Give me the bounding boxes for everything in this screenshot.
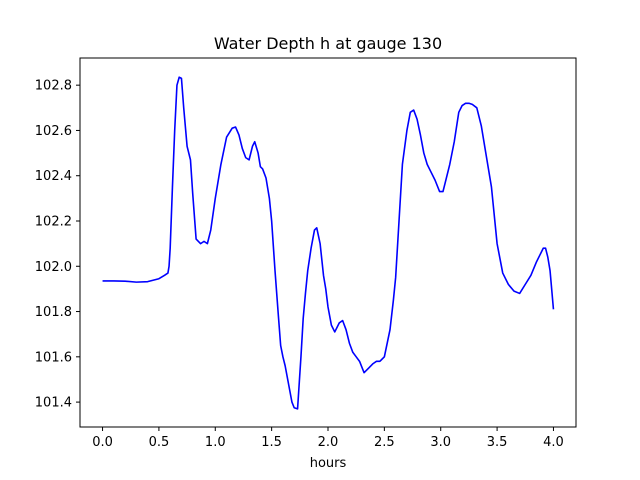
x-tick-label: 4.0 [543, 435, 564, 450]
series-line-0 [102, 76, 555, 410]
x-tick-label: 1.5 [261, 435, 282, 450]
x-tick-label: 3.5 [487, 435, 508, 450]
y-tick-label: 101.4 [35, 396, 72, 411]
y-tick-label: 101.6 [35, 350, 72, 365]
x-tick-label: 1.0 [205, 435, 226, 450]
plot-frame [79, 57, 577, 428]
y-tick-label: 102.2 [35, 214, 72, 229]
chart-title: Water Depth h at gauge 130 [214, 34, 442, 53]
x-tick-label: 0.5 [149, 435, 170, 450]
x-tick-label: 3.0 [430, 435, 451, 450]
x-tick-label: 2.5 [374, 435, 395, 450]
x-axis-label: hours [310, 456, 347, 471]
y-tick-label: 102.6 [35, 124, 72, 139]
x-axis-ticks: 0.0 0.5 1.0 1.5 2.0 2.5 3.0 3.5 4.0 [92, 427, 564, 450]
y-tick-label: 102.4 [35, 169, 72, 184]
series-layer [102, 76, 555, 410]
y-axis-ticks: 101.4 101.6 101.8 102.0 102.2 102.4 102.6 102.8 [35, 79, 80, 411]
y-tick-label: 101.8 [35, 305, 72, 320]
x-tick-label: 2.0 [318, 435, 339, 450]
y-tick-label: 102.8 [35, 79, 72, 94]
x-tick-label: 0.0 [92, 435, 113, 450]
y-tick-label: 102.0 [35, 260, 72, 275]
